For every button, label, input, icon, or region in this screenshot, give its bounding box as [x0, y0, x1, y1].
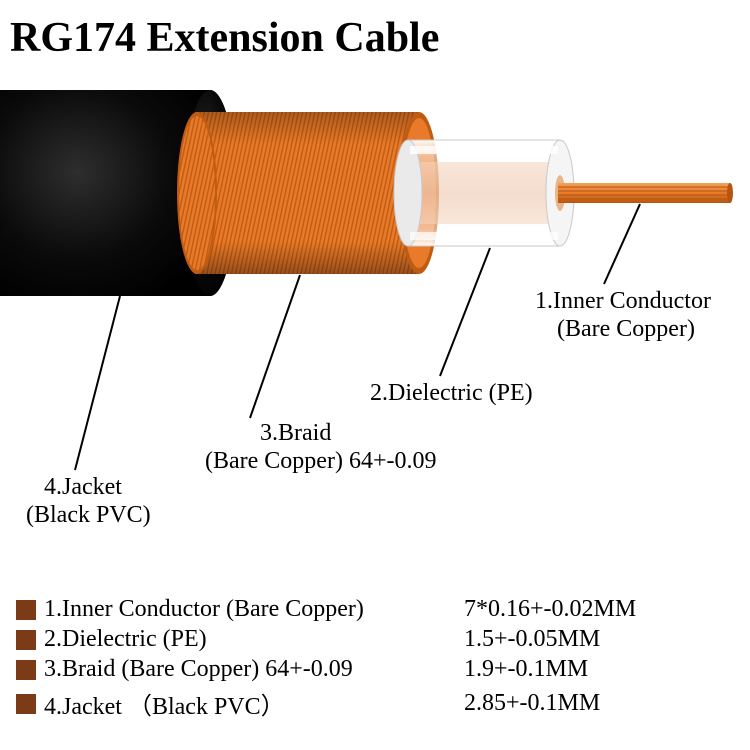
- callout-text: 2.Dielectric (PE): [370, 380, 533, 408]
- spec-label: 4.Jacket （Black PVC）: [44, 686, 464, 721]
- callout-jacket: 4.Jacket (Black PVC): [26, 474, 151, 529]
- spec-value: 7*0.16+-0.02MM: [464, 596, 736, 623]
- swatch-icon: [16, 660, 36, 680]
- callout-line-1: 3.Braid: [205, 420, 436, 448]
- swatch-icon: [16, 694, 36, 714]
- spec-label: 3.Braid (Bare Copper) 64+-0.09: [44, 656, 464, 683]
- spec-value: 1.9+-0.1MM: [464, 656, 736, 683]
- spec-row: 3.Braid (Bare Copper) 64+-0.09 1.9+-0.1M…: [16, 656, 736, 683]
- callout-line-1: 1.Inner Conductor: [535, 288, 711, 316]
- swatch-icon: [16, 630, 36, 650]
- spec-row: 2.Dielectric (PE) 1.5+-0.05MM: [16, 626, 736, 653]
- callout-line-2: (Black PVC): [26, 502, 151, 530]
- spec-label: 1.Inner Conductor (Bare Copper): [44, 596, 464, 623]
- callout-line-1: 4.Jacket: [26, 474, 151, 502]
- callout-line-2: (Bare Copper): [535, 316, 711, 344]
- callout-line-2: (Bare Copper) 64+-0.09: [205, 448, 436, 476]
- callout-dielectric: 2.Dielectric (PE): [370, 380, 533, 408]
- spec-label: 2.Dielectric (PE): [44, 626, 464, 653]
- spec-row: 1.Inner Conductor (Bare Copper) 7*0.16+-…: [16, 596, 736, 623]
- spec-row: 4.Jacket （Black PVC） 2.85+-0.1MM: [16, 686, 736, 721]
- callout-inner-conductor: 1.Inner Conductor (Bare Copper): [535, 288, 711, 343]
- callout-braid: 3.Braid (Bare Copper) 64+-0.09: [205, 420, 436, 475]
- spec-table: 1.Inner Conductor (Bare Copper) 7*0.16+-…: [16, 593, 736, 724]
- page-title: RG174 Extension Cable: [10, 14, 439, 62]
- spec-value: 2.85+-0.1MM: [464, 690, 736, 717]
- dielectric-layer: [394, 140, 574, 246]
- spec-value: 1.5+-0.05MM: [464, 626, 736, 653]
- swatch-icon: [16, 600, 36, 620]
- conductor-layer: [558, 183, 733, 203]
